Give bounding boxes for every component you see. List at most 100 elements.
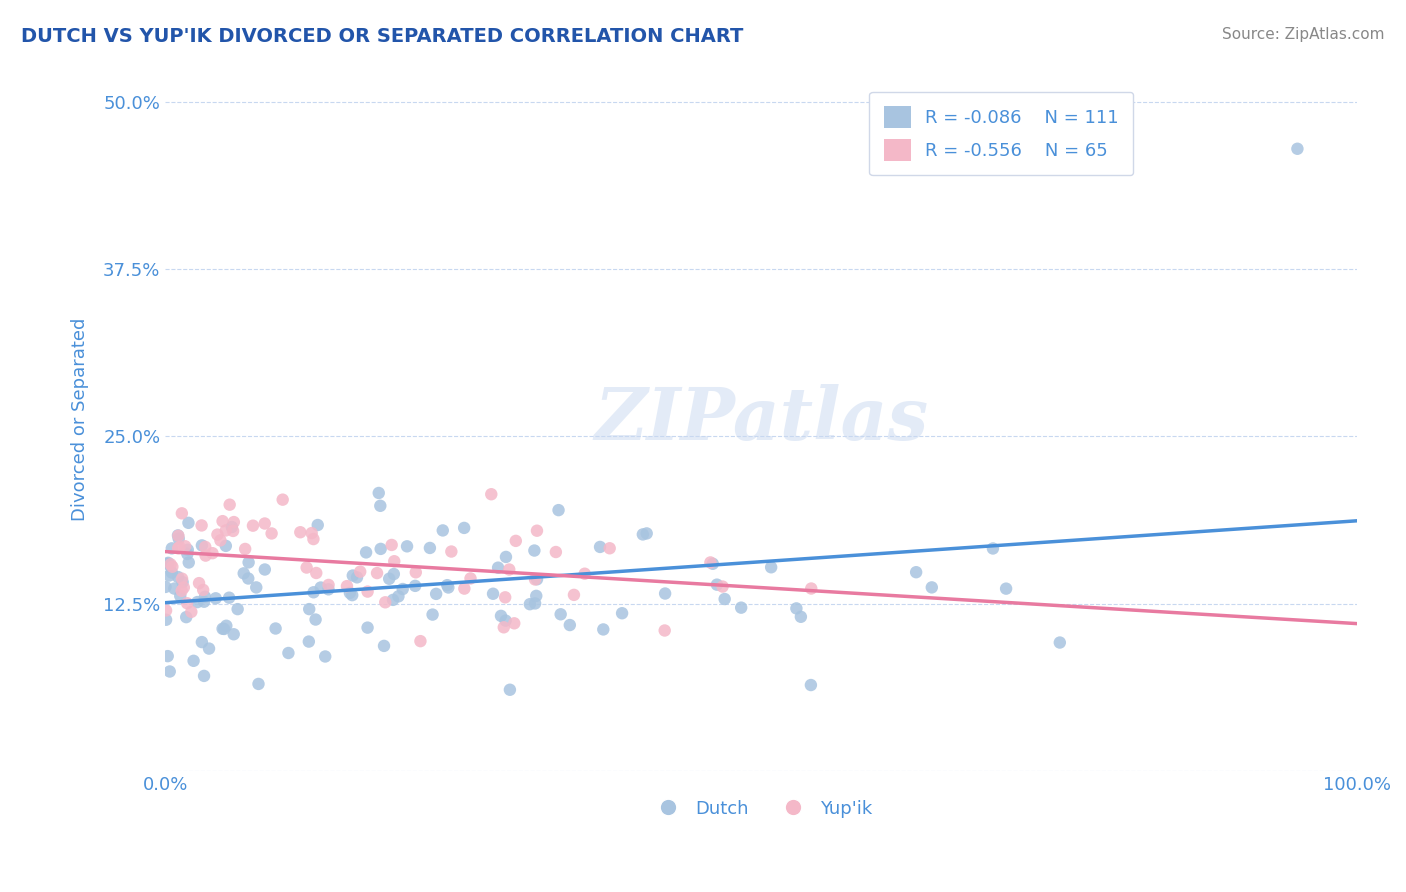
Yup'ik xyxy=(233,541,256,556)
Dutch xyxy=(436,578,458,592)
Dutch xyxy=(155,613,177,627)
Dutch xyxy=(340,588,363,602)
Dutch xyxy=(495,614,517,628)
Dutch xyxy=(382,567,405,582)
Dutch xyxy=(370,541,392,556)
Dutch xyxy=(995,582,1018,596)
Yup'ik xyxy=(305,566,328,580)
Dutch xyxy=(339,586,361,600)
Dutch xyxy=(367,486,389,500)
Yup'ik xyxy=(574,566,596,581)
Yup'ik xyxy=(503,616,526,631)
Dutch xyxy=(221,520,243,534)
Dutch xyxy=(702,557,724,571)
Yup'ik xyxy=(453,582,475,596)
Dutch xyxy=(981,541,1004,556)
Dutch xyxy=(592,623,614,637)
Dutch xyxy=(232,566,254,581)
Yup'ik xyxy=(170,583,193,598)
Yup'ik xyxy=(699,556,721,570)
Dutch xyxy=(309,581,332,595)
Dutch xyxy=(218,591,240,605)
Dutch xyxy=(169,589,191,603)
Dutch xyxy=(382,593,405,607)
Dutch xyxy=(368,499,391,513)
Dutch xyxy=(172,575,194,590)
Dutch xyxy=(495,549,517,564)
Dutch xyxy=(253,562,276,576)
Yup'ik xyxy=(218,498,240,512)
Yup'ik xyxy=(170,572,193,586)
Dutch xyxy=(610,606,633,620)
Yup'ik xyxy=(242,518,264,533)
Yup'ik xyxy=(190,518,212,533)
Dutch xyxy=(1049,635,1071,649)
Dutch xyxy=(198,641,221,656)
Dutch xyxy=(404,579,426,593)
Dutch xyxy=(247,677,270,691)
Yup'ik xyxy=(167,541,190,556)
Dutch xyxy=(264,622,287,636)
Dutch xyxy=(167,528,190,542)
Dutch xyxy=(499,682,522,697)
Dutch xyxy=(354,545,377,559)
Dutch xyxy=(222,627,245,641)
Dutch xyxy=(905,565,928,579)
Dutch xyxy=(419,541,441,555)
Dutch xyxy=(167,532,190,546)
Yup'ik xyxy=(526,524,548,538)
Dutch xyxy=(346,570,368,584)
Yup'ik xyxy=(173,581,195,595)
Dutch xyxy=(654,586,676,600)
Dutch xyxy=(163,582,186,596)
Yup'ik xyxy=(302,532,325,546)
Yup'ik xyxy=(169,540,191,554)
Dutch xyxy=(523,543,546,558)
Yup'ik xyxy=(201,546,224,560)
Legend: Dutch, Yup'ik: Dutch, Yup'ik xyxy=(643,792,880,825)
Text: DUTCH VS YUP'IK DIVORCED OR SEPARATED CORRELATION CHART: DUTCH VS YUP'IK DIVORCED OR SEPARATED CO… xyxy=(21,27,744,45)
Dutch xyxy=(391,582,413,596)
Dutch xyxy=(453,521,475,535)
Dutch xyxy=(277,646,299,660)
Yup'ik xyxy=(505,533,527,548)
Dutch xyxy=(373,639,395,653)
Dutch xyxy=(238,572,260,586)
Yup'ik xyxy=(211,514,233,528)
Dutch xyxy=(432,524,454,538)
Yup'ik xyxy=(174,539,197,553)
Dutch xyxy=(785,601,807,615)
Yup'ik xyxy=(193,582,215,597)
Dutch xyxy=(298,602,321,616)
Dutch xyxy=(387,590,409,604)
Dutch xyxy=(191,635,214,649)
Dutch xyxy=(302,585,325,599)
Dutch xyxy=(730,600,752,615)
Dutch xyxy=(304,613,326,627)
Dutch xyxy=(176,547,198,561)
Yup'ik xyxy=(215,524,238,538)
Yup'ik xyxy=(382,554,405,568)
Yup'ik xyxy=(366,566,388,580)
Dutch xyxy=(157,568,180,582)
Yup'ik xyxy=(599,541,621,556)
Dutch xyxy=(921,580,943,594)
Text: Source: ZipAtlas.com: Source: ZipAtlas.com xyxy=(1222,27,1385,42)
Dutch xyxy=(156,649,179,664)
Yup'ik xyxy=(349,565,371,579)
Dutch xyxy=(183,654,205,668)
Dutch xyxy=(167,570,190,584)
Dutch xyxy=(159,665,181,679)
Dutch xyxy=(706,577,728,591)
Yup'ik xyxy=(544,545,567,559)
Dutch xyxy=(298,634,321,648)
Yup'ik xyxy=(711,580,734,594)
Dutch xyxy=(550,607,572,622)
Yup'ik xyxy=(409,634,432,648)
Yup'ik xyxy=(260,526,283,541)
Dutch xyxy=(155,580,177,594)
Yup'ik xyxy=(194,549,217,563)
Dutch xyxy=(636,526,658,541)
Dutch xyxy=(157,556,180,570)
Dutch xyxy=(800,678,823,692)
